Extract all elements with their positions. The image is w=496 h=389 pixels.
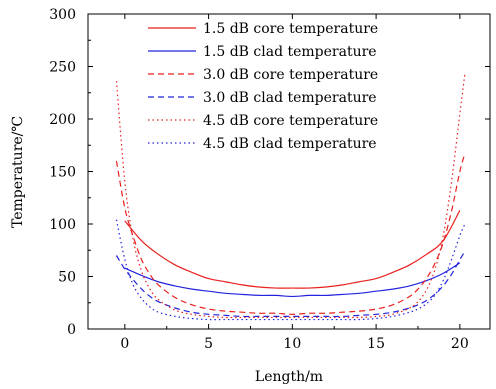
y-tick-label: 50 [58, 270, 76, 286]
legend-entry-label: 3.0 dB core temperature [203, 67, 378, 83]
legend-entry-label: 1.5 dB clad temperature [203, 44, 377, 60]
legend-entry-label: 4.5 dB clad temperature [203, 136, 377, 152]
series-line-4 [115, 250, 466, 318]
y-axis-label: Temperature/℃ [10, 116, 26, 228]
y-tick-label: 0 [67, 322, 76, 338]
x-tick-label: 0 [120, 336, 129, 352]
y-tick-label: 200 [49, 112, 76, 128]
y-tick-label: 100 [49, 217, 76, 233]
y-tick-label: 150 [49, 165, 76, 181]
y-tick-label: 250 [49, 60, 76, 76]
series-line-5 [115, 73, 466, 319]
x-tick-label: 20 [451, 336, 469, 352]
series-line-1 [124, 210, 461, 289]
series-curves [115, 73, 466, 321]
y-tick-label: 300 [49, 7, 76, 23]
series-line-6 [115, 219, 466, 321]
x-tick-label: 5 [204, 336, 213, 352]
legend: 1.5 dB core temperature 1.5 dB clad tempe… [148, 21, 378, 152]
legend-entry-label: 4.5 dB core temperature [203, 113, 378, 129]
legend-entry-label: 1.5 dB core temperature [203, 21, 378, 37]
plot-frame [87, 13, 491, 330]
x-tick-label: 15 [367, 336, 385, 352]
series-line-3 [115, 153, 466, 315]
x-axis-label: Length/m [255, 369, 323, 385]
legend-entry-label: 3.0 dB clad temperature [203, 90, 377, 106]
series-line-2 [124, 262, 461, 298]
x-tick-label: 10 [283, 336, 301, 352]
